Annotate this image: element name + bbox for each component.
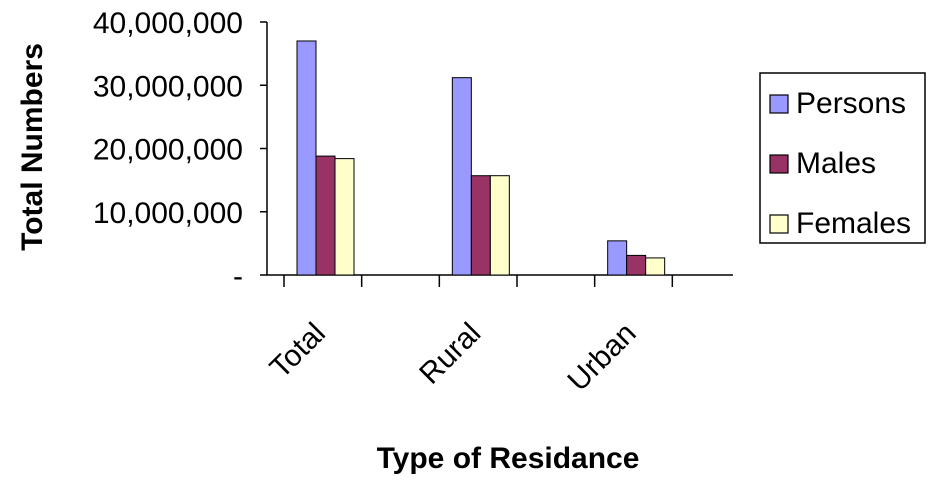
bar-females-total [334, 158, 355, 276]
legend-swatch-males [769, 154, 789, 174]
legend: Persons Males Females [759, 72, 926, 244]
y-axis-title: Total Numbers [16, 43, 49, 251]
bar-persons-urban [607, 240, 628, 276]
legend-swatch-persons [769, 94, 789, 114]
bar-persons-total [296, 40, 317, 276]
legend-swatch-females [769, 214, 789, 234]
y-tick-label: 30,000,000 [93, 70, 243, 103]
y-tick-label: - [233, 260, 243, 293]
bars [296, 40, 666, 276]
bar-males-rural [470, 175, 491, 276]
bar-males-urban [626, 254, 647, 276]
legend-label-females: Females [796, 207, 911, 240]
bar-females-urban [645, 257, 666, 276]
category-labels: Total Rural Urban [264, 317, 643, 398]
bar-females-rural [489, 175, 510, 276]
y-tick-label: 10,000,000 [93, 197, 243, 230]
bar-males-total [315, 155, 336, 276]
category-label-total: Total [264, 317, 332, 385]
x-axis-title: Type of Residance [377, 442, 640, 475]
y-tick-label: 40,000,000 [93, 7, 243, 40]
legend-label-males: Males [796, 147, 876, 180]
category-label-rural: Rural [413, 317, 487, 391]
y-axis: - 10,000,000 20,000,000 30,000,000 40,000,00… [93, 7, 268, 293]
bar-persons-rural [451, 77, 472, 276]
x-axis [267, 274, 733, 287]
category-label-urban: Urban [561, 317, 642, 398]
y-tick-label: 20,000,000 [93, 134, 243, 167]
legend-label-persons: Persons [796, 87, 906, 120]
